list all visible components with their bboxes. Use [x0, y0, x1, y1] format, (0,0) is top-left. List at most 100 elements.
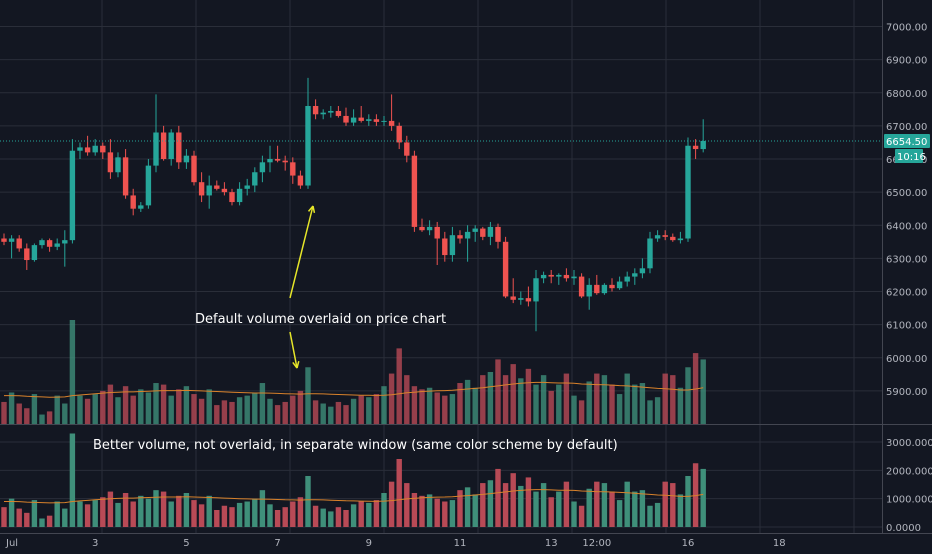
volume-bar [647, 505, 653, 527]
overlay-volume-bar [290, 395, 296, 424]
candle-body [39, 240, 45, 246]
volume-bar [525, 477, 532, 527]
candle-body [518, 298, 524, 300]
volume-bar [16, 508, 22, 527]
candle-body [84, 147, 91, 153]
volume-bar [677, 494, 684, 527]
candle-body [16, 238, 22, 249]
volume-bar [84, 504, 91, 527]
candle-body [8, 238, 15, 242]
volume-bar [320, 508, 326, 527]
candle-body [236, 188, 243, 203]
candle-body [31, 245, 38, 261]
overlay-volume-bar [381, 386, 387, 424]
overlay-volume-bar [176, 389, 182, 424]
overlay-volume-bar [449, 394, 456, 424]
overlay-volume-bar [160, 384, 167, 424]
candle-body [160, 132, 167, 159]
overlay-volume-bar [31, 394, 38, 424]
volume-tick-label: 0.0000 [886, 523, 921, 534]
price-tick-label: 6000.00 [886, 354, 927, 365]
candle-body [419, 226, 425, 231]
volume-tick-label: 2000.0000 [886, 466, 932, 477]
overlay-volume-bar [24, 408, 30, 424]
volume-bar [115, 502, 121, 527]
price-tick-label: 5900.00 [886, 387, 927, 398]
overlay-volume-bar [586, 381, 592, 424]
candle-body [100, 145, 106, 153]
overlay-volume-bar [39, 414, 45, 424]
candle-body [252, 172, 258, 186]
candle-body [533, 278, 539, 302]
candle-body [153, 132, 159, 166]
time-tick-label: 12:00 [582, 538, 611, 549]
candle-body [320, 112, 326, 115]
overlay-volume-bar [335, 401, 342, 424]
volume-bar [654, 502, 661, 527]
volume-bar [464, 487, 471, 527]
candle-body [221, 188, 228, 193]
volume-bar [502, 483, 509, 527]
candle-body [198, 182, 205, 196]
price-tick-label: 6300.00 [886, 254, 927, 265]
overlay-volume-bar [350, 398, 357, 424]
candle-body [145, 165, 152, 206]
candle-body [548, 274, 554, 277]
annotation-volume-pane-text: Better volume, not overlaid, in separate… [93, 438, 618, 453]
time-tick-label: 16 [682, 538, 695, 549]
overlay-volume-bar [122, 386, 129, 424]
volume-bar [198, 504, 205, 527]
annotation-arrow-shaft [289, 205, 314, 299]
volume-bar [31, 500, 38, 527]
candle-body [176, 132, 182, 163]
price-tick-label: 6500.00 [886, 188, 927, 199]
overlay-volume-bar [221, 400, 228, 424]
volume-bar [449, 500, 456, 527]
candle-body [54, 243, 60, 247]
annotation-overlay-text: Default volume overlaid on price chart [195, 312, 446, 327]
volume-bar [594, 481, 600, 527]
candle-body [92, 145, 98, 153]
volume-bar [274, 510, 281, 527]
overlay-volume-bar [198, 398, 205, 424]
overlay-volume-bar [1, 401, 7, 424]
volume-bar [358, 501, 364, 527]
volume-bar [609, 491, 615, 527]
overlay-volume-bar [556, 384, 562, 424]
volume-bar [411, 493, 418, 527]
volume-bar [426, 494, 433, 527]
volume-bar [312, 505, 319, 527]
volume-bar [290, 501, 296, 527]
overlay-volume-bar [632, 384, 638, 424]
candle-body [328, 110, 334, 113]
volume-bar [160, 491, 167, 527]
overlay-volume-bar [130, 395, 136, 424]
volume-bar [107, 491, 114, 527]
candle-body [373, 119, 380, 122]
overlay-volume-bar [639, 383, 646, 424]
overlay-volume-bar [426, 387, 433, 424]
volume-bar [130, 501, 136, 527]
overlay-volume-bar [487, 372, 494, 424]
volume-bar [586, 488, 592, 527]
volume-bar [206, 495, 212, 527]
overlay-volume-bar [62, 403, 68, 424]
volume-bar [457, 490, 463, 527]
candle-body [426, 226, 433, 231]
candle-body [647, 238, 653, 269]
candle-body [540, 274, 547, 279]
volume-bar [510, 473, 516, 527]
overlay-volume-bar [305, 367, 311, 424]
volume-bar [434, 498, 440, 527]
time-tick-label: 13 [545, 538, 558, 549]
overlay-volume-bar [457, 383, 463, 424]
volume-tick-label: 1000.0000 [886, 495, 932, 506]
volume-bar [236, 502, 243, 527]
overlay-volume-bar [571, 395, 577, 424]
volume-bar [419, 495, 425, 527]
overlay-volume-bar [480, 375, 486, 424]
overlay-volume-bar [609, 384, 615, 424]
overlay-volume-bar [107, 384, 114, 424]
